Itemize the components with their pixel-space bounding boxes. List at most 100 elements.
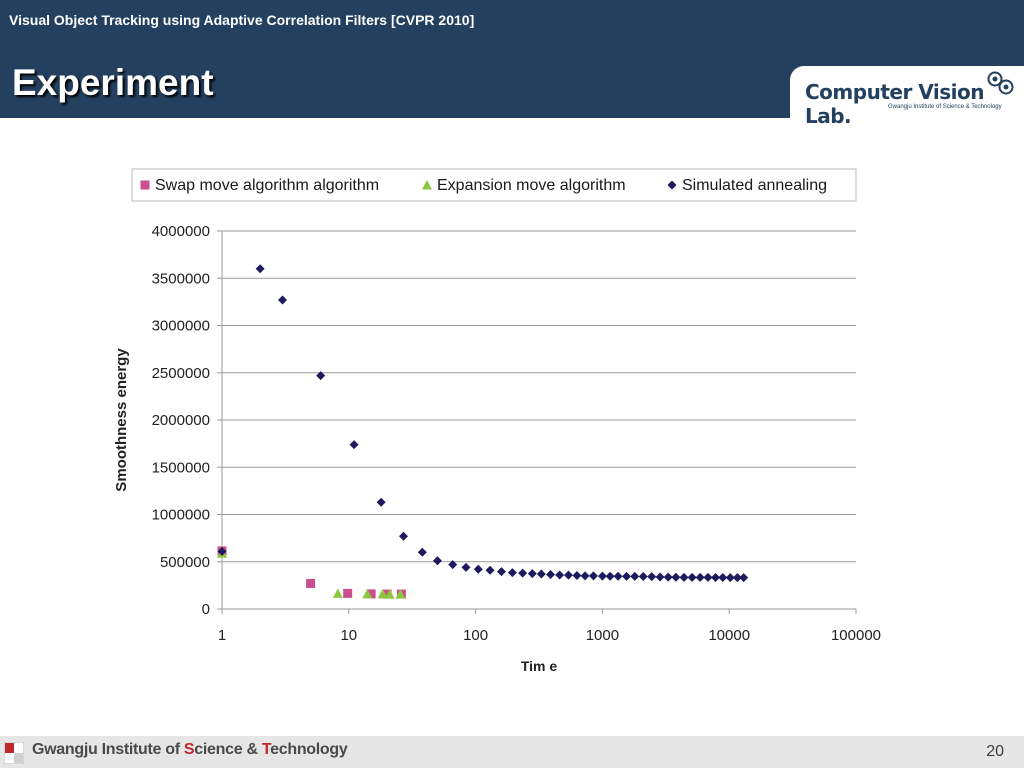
series-triangle (217, 548, 406, 599)
slide-header: Visual Object Tracking using Adaptive Co… (0, 0, 1024, 128)
data-point (496, 567, 506, 577)
data-point (647, 572, 657, 582)
data-point (332, 588, 343, 598)
x-tick-label: 1 (218, 627, 226, 644)
data-point (622, 571, 632, 581)
scatter-chart: Swap move algorithm algorithm Expansion m… (113, 168, 881, 674)
y-tick-label: 3000000 (152, 318, 210, 335)
x-tick-label: 10000 (708, 627, 750, 644)
y-tick-label: 4000000 (152, 223, 210, 240)
data-point (605, 571, 615, 581)
data-point (448, 560, 458, 570)
axes: 0 500000 1000000 1500000 2000000 2500000 30000… (113, 223, 881, 674)
y-tick-label: 500000 (160, 554, 210, 571)
legend-marker (140, 180, 150, 190)
legend-marker (422, 180, 432, 190)
footer-institution: Gwangju Institute of Science & Technolog… (32, 741, 348, 759)
y-tick-label: 0 (202, 601, 210, 618)
legend: Swap move algorithm algorithm Expansion m… (131, 168, 857, 202)
data-point (417, 547, 427, 557)
data-point (217, 546, 227, 556)
data-point (663, 572, 673, 582)
data-point (507, 568, 517, 578)
data-point (695, 572, 705, 582)
legend-marker (667, 180, 677, 190)
data-point (461, 562, 471, 572)
x-tick-label: 100 (463, 627, 488, 644)
slide-title: Experiment (12, 62, 214, 103)
data-point (316, 371, 326, 381)
data-point (725, 573, 735, 583)
y-tick-label: 1500000 (152, 459, 210, 476)
grid (222, 230, 856, 610)
data-point (376, 497, 386, 507)
data-point (306, 578, 316, 588)
data-point (597, 571, 607, 581)
footer-inst-initial-s: S (183, 741, 195, 758)
series-diamond (217, 264, 749, 583)
data-point (679, 572, 689, 582)
data-point (546, 570, 556, 580)
y-axis-title: Smoothness energy (113, 348, 130, 492)
data-point (638, 571, 648, 581)
data-point (739, 573, 749, 583)
legend-label: Expansion move algorithm (437, 177, 626, 194)
data-point (718, 573, 728, 583)
data-point (536, 569, 546, 579)
y-tick-label: 3500000 (152, 270, 210, 287)
data-point (630, 571, 640, 581)
footer-inst-part: cience & (194, 741, 262, 758)
lab-logo-name: Computer Vision Lab. (805, 80, 984, 128)
data-point (687, 572, 697, 582)
legend-box (131, 168, 857, 202)
x-tick-label: 10 (340, 627, 357, 644)
footer-inst-initial-t: T (261, 741, 271, 758)
lab-eyes-icon (987, 71, 1014, 95)
x-tick-label: 1000 (586, 627, 619, 644)
legend-label: Swap move algorithm algorithm (155, 177, 379, 194)
data-point (432, 556, 442, 566)
lab-logo: Computer Vision Lab. Gwangju Institute o… (790, 66, 1024, 128)
data-point (377, 588, 388, 599)
data-point (555, 570, 565, 580)
data-point (527, 569, 537, 579)
data-point (711, 573, 721, 583)
y-tick-label: 2000000 (152, 412, 210, 429)
data-point (382, 589, 392, 599)
slide-subtitle: Visual Object Tracking using Adaptive Co… (9, 12, 475, 28)
data-point (343, 588, 353, 598)
data-point (349, 440, 359, 450)
slide-footer (0, 736, 1024, 768)
gist-logo-icon (4, 742, 24, 764)
footer-inst-part: Gwangju Institute of (32, 741, 184, 758)
series-square (217, 546, 406, 599)
legend-label: Simulated annealing (682, 177, 827, 194)
lab-logo-institution: Gwangju Institute of Science & Technolog… (888, 104, 1002, 110)
data-point (473, 564, 483, 574)
x-axis-title: Tim e (521, 658, 558, 674)
data-point (580, 571, 590, 581)
data-point (485, 565, 495, 575)
data-point (732, 573, 742, 583)
data-point (655, 572, 665, 582)
data-marks (217, 264, 749, 599)
chart-area: Swap move algorithm algorithm Expansion m… (104, 160, 884, 680)
data-point (671, 572, 681, 582)
page-number: 20 (986, 743, 1004, 760)
y-tick-label: 1000000 (152, 507, 210, 524)
data-point (572, 570, 582, 580)
data-point (395, 589, 406, 599)
data-point (563, 570, 573, 580)
data-point (362, 588, 373, 599)
data-point (277, 295, 287, 305)
y-tick-label: 2500000 (152, 365, 210, 382)
data-point (613, 571, 623, 581)
data-point (703, 572, 713, 582)
data-point (518, 568, 528, 578)
data-point (366, 589, 376, 599)
data-point (384, 589, 395, 599)
x-tick-label: 100000 (831, 627, 881, 644)
data-point (398, 531, 408, 541)
data-point (255, 264, 265, 274)
data-point (588, 571, 598, 581)
